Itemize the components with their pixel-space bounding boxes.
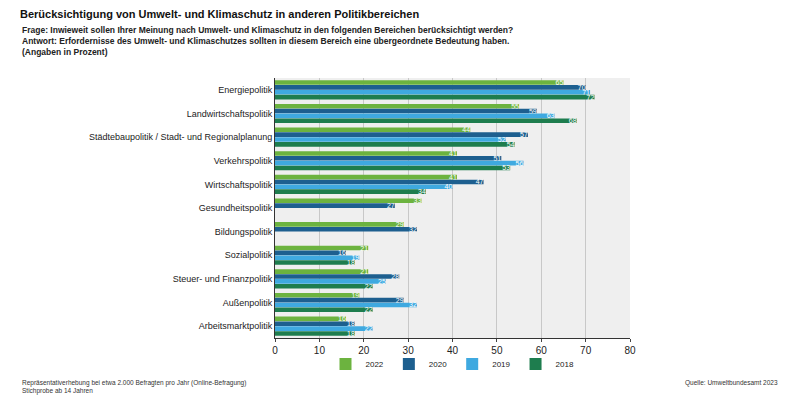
svg-text:65: 65 bbox=[556, 79, 564, 86]
svg-text:Verkehrspolitik: Verkehrspolitik bbox=[214, 156, 273, 166]
svg-text:30: 30 bbox=[403, 345, 415, 356]
svg-text:28: 28 bbox=[391, 273, 399, 280]
svg-text:2019: 2019 bbox=[492, 360, 510, 369]
svg-text:50: 50 bbox=[491, 345, 503, 356]
svg-text:Repräsentativerhebung bei etwa: Repräsentativerhebung bei etwa 2.000 Bef… bbox=[22, 379, 246, 387]
svg-text:53: 53 bbox=[502, 164, 510, 171]
svg-text:21: 21 bbox=[360, 245, 368, 252]
svg-text:52: 52 bbox=[498, 136, 506, 143]
svg-text:22: 22 bbox=[365, 306, 373, 313]
svg-text:Bildungspolitik: Bildungspolitik bbox=[215, 227, 273, 237]
svg-text:27: 27 bbox=[387, 202, 395, 209]
svg-text:16: 16 bbox=[338, 249, 346, 256]
svg-text:19: 19 bbox=[351, 292, 359, 299]
svg-text:Berücksichtigung von Umwelt- u: Berücksichtigung von Umwelt- und Klimasc… bbox=[20, 8, 419, 20]
svg-text:Wirtschaftspolitik: Wirtschaftspolitik bbox=[205, 180, 273, 190]
svg-text:16: 16 bbox=[338, 315, 346, 322]
svg-text:Quelle: Umweltbundesamt 2023: Quelle: Umweltbundesamt 2023 bbox=[685, 379, 778, 387]
svg-text:Stichprobe ab 14 Jahren: Stichprobe ab 14 Jahren bbox=[22, 387, 93, 395]
svg-text:57: 57 bbox=[520, 131, 528, 138]
svg-text:59: 59 bbox=[529, 108, 537, 115]
svg-text:(Angaben in Prozent): (Angaben in Prozent) bbox=[22, 47, 108, 57]
svg-text:Frage: Inwieweit sollen Ihrer: Frage: Inwieweit sollen Ihrer Meinung na… bbox=[22, 25, 513, 35]
svg-text:44: 44 bbox=[462, 126, 470, 133]
svg-text:Sozialpolitik: Sozialpolitik bbox=[225, 250, 273, 260]
svg-text:41: 41 bbox=[449, 174, 457, 181]
svg-text:10: 10 bbox=[314, 345, 326, 356]
svg-text:56: 56 bbox=[516, 160, 524, 167]
svg-text:40: 40 bbox=[445, 183, 453, 190]
svg-text:25: 25 bbox=[378, 278, 386, 285]
svg-text:2020: 2020 bbox=[429, 360, 447, 369]
svg-text:40: 40 bbox=[447, 345, 459, 356]
svg-text:Gesundheitspolitik: Gesundheitspolitik bbox=[199, 203, 273, 213]
svg-text:32: 32 bbox=[409, 301, 417, 308]
svg-text:2018: 2018 bbox=[556, 360, 574, 369]
svg-text:Steuer- und Finanzpolitik: Steuer- und Finanzpolitik bbox=[173, 274, 273, 284]
svg-text:2022: 2022 bbox=[366, 360, 384, 369]
svg-text:Landwirtschaftspolitik: Landwirtschaftspolitik bbox=[187, 109, 273, 119]
svg-text:63: 63 bbox=[547, 112, 555, 119]
svg-text:Außenpolitik: Außenpolitik bbox=[223, 298, 273, 308]
svg-text:18: 18 bbox=[347, 330, 355, 337]
svg-text:60: 60 bbox=[536, 345, 548, 356]
svg-text:51: 51 bbox=[493, 155, 501, 162]
svg-text:18: 18 bbox=[347, 320, 355, 327]
svg-text:0: 0 bbox=[272, 345, 278, 356]
svg-text:70: 70 bbox=[578, 84, 586, 91]
svg-text:68: 68 bbox=[569, 117, 577, 124]
svg-text:29: 29 bbox=[396, 221, 404, 228]
svg-text:34: 34 bbox=[418, 188, 426, 195]
svg-text:Energiepolitik: Energiepolitik bbox=[218, 85, 273, 95]
svg-text:80: 80 bbox=[624, 345, 636, 356]
svg-text:33: 33 bbox=[414, 197, 422, 204]
svg-text:19: 19 bbox=[351, 254, 359, 261]
svg-text:22: 22 bbox=[365, 283, 373, 290]
svg-text:32: 32 bbox=[409, 226, 417, 233]
svg-text:41: 41 bbox=[449, 150, 457, 157]
svg-text:Städtebaupolitik / Stadt- und: Städtebaupolitik / Stadt- und Regionalpl… bbox=[89, 132, 272, 142]
svg-text:Antwort: Erfordernisse des Umw: Antwort: Erfordernisse des Umwelt- und K… bbox=[22, 36, 509, 46]
svg-text:Arbeitsmarktpolitik: Arbeitsmarktpolitik bbox=[199, 321, 273, 331]
svg-text:47: 47 bbox=[476, 178, 484, 185]
svg-text:54: 54 bbox=[507, 141, 515, 148]
svg-text:72: 72 bbox=[587, 94, 595, 101]
svg-text:71: 71 bbox=[582, 89, 590, 96]
svg-text:18: 18 bbox=[347, 259, 355, 266]
svg-text:70: 70 bbox=[580, 345, 592, 356]
svg-text:21: 21 bbox=[360, 268, 368, 275]
svg-text:20: 20 bbox=[358, 345, 370, 356]
svg-text:55: 55 bbox=[511, 103, 519, 110]
svg-text:22: 22 bbox=[365, 325, 373, 332]
svg-text:29: 29 bbox=[396, 297, 404, 304]
